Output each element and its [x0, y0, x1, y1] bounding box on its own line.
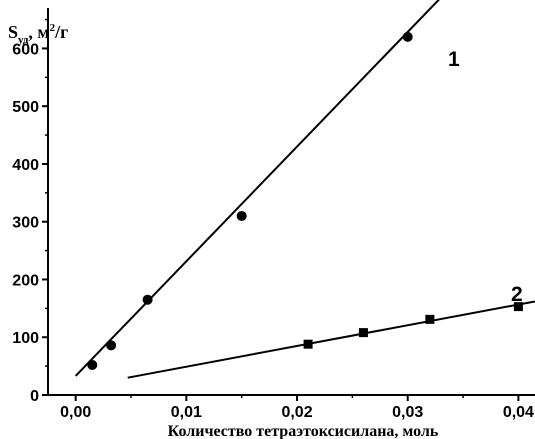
- series-label-2: 2: [511, 283, 523, 306]
- y-axis-title-sup: 2: [50, 22, 56, 34]
- y-axis-title-sub: уд: [18, 34, 29, 46]
- data-point-series-2: [513, 302, 523, 312]
- y-tick-label: 600: [12, 41, 39, 58]
- x-tick-label: 0,03: [392, 404, 423, 421]
- x-tick-label: 0,01: [171, 404, 202, 421]
- data-point-series-1: [402, 31, 413, 42]
- y-tick-label: 300: [12, 215, 39, 232]
- y-tick-label: 200: [12, 272, 39, 289]
- y-axis-title: Sуд, м2/г: [8, 22, 68, 46]
- x-tick-label: 0,02: [281, 404, 312, 421]
- data-point-series-2: [358, 328, 368, 338]
- x-axis-title: Количество тетраэтоксисилана, моль: [168, 423, 439, 439]
- series-labels: 12: [448, 48, 523, 306]
- fit-line-series-2: [127, 300, 535, 379]
- y-axis-title-main: S: [8, 22, 18, 42]
- y-tick-label: 400: [12, 157, 39, 174]
- x-ticks: 0,00 0,01 0,02 0,03 0,04: [60, 395, 534, 421]
- data-point-series-1: [142, 294, 153, 305]
- x-tick-label: 0,04: [503, 404, 534, 421]
- axes: [47, 8, 535, 396]
- y-ticks: 0 100 200 300 400 500 600: [12, 18, 48, 405]
- y-tick-label: 0: [30, 388, 39, 405]
- y-axis-title-unit-tail: /г: [54, 22, 68, 42]
- data-point-series-1: [87, 359, 98, 370]
- data-point-series-2: [425, 314, 435, 324]
- fit-line-series-1: [74, 0, 440, 377]
- y-axis-title-unit: , м: [28, 22, 49, 42]
- data-point-series-2: [303, 339, 313, 349]
- series-label-1: 1: [448, 48, 460, 71]
- x-tick-label: 0,00: [60, 404, 91, 421]
- data-point-series-1: [236, 210, 247, 221]
- fit-lines: [74, 0, 535, 379]
- y-tick-label: 100: [12, 330, 39, 347]
- y-tick-label: 500: [12, 99, 39, 116]
- data-point-series-1: [106, 340, 117, 351]
- data-markers: [87, 31, 523, 370]
